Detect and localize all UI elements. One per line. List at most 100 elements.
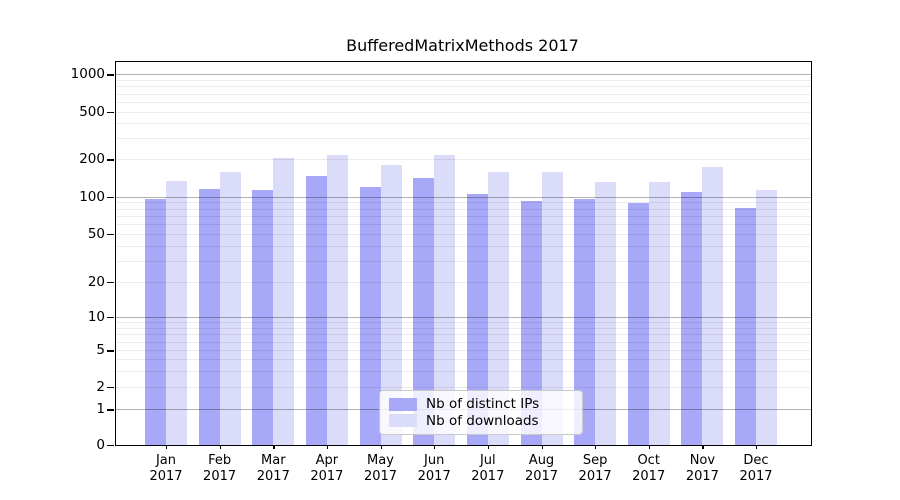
y-tick-label: 0 [96, 437, 105, 453]
x-tick-label: Aug 2017 [524, 453, 559, 484]
y-tick [107, 316, 114, 318]
gridline-minor [116, 282, 811, 283]
legend: Nb of distinct IPs Nb of downloads [379, 390, 583, 435]
gridline-minor [116, 334, 811, 335]
bar-downloads [326, 155, 348, 445]
y-tick-label: 500 [79, 103, 105, 120]
bar-downloads [595, 182, 617, 445]
x-tick [380, 445, 382, 449]
x-tick [756, 445, 758, 449]
legend-item-distinct-ips: Nb of distinct IPs [389, 396, 573, 412]
x-tick [648, 445, 650, 449]
gridline-minor [116, 387, 811, 388]
gridline-minor [116, 138, 811, 140]
y-tick-label: 5 [96, 342, 105, 359]
y-tick [107, 409, 114, 411]
legend-label: Nb of downloads [426, 412, 539, 429]
gridline-minor [116, 327, 811, 329]
bars-layer [116, 62, 811, 445]
bar-distinct-ips [520, 201, 542, 445]
gridline-minor [116, 359, 811, 361]
gridline-minor [116, 93, 811, 95]
y-tick-label: 10 [87, 308, 105, 325]
gridline-minor [116, 321, 811, 323]
x-tick [219, 445, 221, 449]
bar-distinct-ips [681, 192, 703, 445]
x-tick-label: Mar 2017 [256, 453, 290, 484]
legend-item-downloads: Nb of downloads [389, 413, 573, 429]
y-tick-label: 2 [96, 379, 105, 395]
y-tick-label: 1 [96, 401, 105, 418]
gridline-minor [116, 260, 811, 262]
x-tick-label: May 2017 [363, 453, 398, 484]
x-tick-label: Feb 2017 [203, 453, 237, 484]
x-tick-label: Jul 2017 [471, 453, 505, 484]
bar-downloads [219, 171, 241, 445]
gridline-minor [116, 245, 811, 247]
y-tick [107, 445, 114, 447]
y-tick [107, 350, 114, 352]
bar-distinct-ips [574, 198, 596, 445]
gridline-minor [116, 80, 811, 81]
x-tick-label: Oct 2017 [632, 453, 666, 484]
gridline-minor [116, 350, 811, 352]
y-tick [107, 111, 114, 113]
x-tick [487, 445, 490, 449]
x-tick [595, 445, 597, 449]
y-tick [107, 159, 114, 161]
y-tick [107, 196, 114, 198]
gridline-major [116, 196, 811, 198]
y-tick-label: 20 [87, 274, 105, 290]
x-tick-label: Jan 2017 [149, 453, 183, 484]
bar-distinct-ips [735, 207, 756, 445]
x-tick [326, 445, 329, 449]
x-tick-label: Jun 2017 [417, 453, 451, 484]
bar-distinct-ips [413, 178, 435, 445]
bar-downloads [541, 172, 563, 445]
y-tick [107, 74, 114, 76]
plot-area: 1000 500 200 100 50 20 10 5 2 1 0 Jan 2017 Feb 2017 Ma… [71, 61, 812, 484]
bar-downloads [273, 157, 295, 445]
gridline-major [116, 74, 811, 76]
x-tick-label: Nov 2017 [685, 453, 719, 484]
gridline-minor [116, 208, 811, 210]
bar-downloads [756, 190, 777, 445]
gridline-minor [116, 370, 811, 372]
bar-downloads [380, 165, 402, 445]
bar-downloads [434, 155, 456, 445]
bar-downloads [487, 171, 509, 445]
x-tick [273, 445, 275, 449]
y-tick-label: 100 [79, 188, 105, 205]
bar-distinct-ips [252, 189, 274, 445]
gridline-minor [116, 123, 811, 125]
bar-downloads [648, 181, 670, 445]
gridline-minor [116, 159, 811, 161]
chart-title: BufferedMatrixMethods 2017 [346, 36, 579, 55]
x-tick [166, 445, 168, 449]
x-tick [541, 445, 543, 449]
bar-distinct-ips [627, 202, 649, 445]
gridline-minor [116, 111, 811, 113]
y-tick [107, 282, 114, 284]
x-tick-label: Dec 2017 [739, 453, 773, 484]
y-tick-label: 200 [79, 151, 105, 168]
gridline-minor [116, 215, 811, 217]
gridline-major [116, 316, 811, 318]
y-tick [107, 387, 114, 389]
x-tick [702, 445, 704, 449]
distinct-ips-swatch-icon [389, 397, 417, 411]
bar-distinct-ips [198, 188, 220, 445]
x-tick-label: Sep 2017 [578, 453, 612, 484]
bar-distinct-ips [359, 186, 381, 445]
downloads-swatch-icon [389, 414, 417, 428]
x-tick [434, 445, 436, 449]
bar-distinct-ips [305, 175, 327, 445]
gridline-minor [116, 224, 811, 225]
gridline-minor [116, 86, 811, 88]
gridline-minor [116, 341, 811, 343]
y-tick-label: 1000 [70, 66, 105, 83]
y-tick [107, 233, 114, 235]
bar-distinct-ips [145, 199, 166, 445]
x-tick-label: Apr 2017 [310, 453, 344, 484]
